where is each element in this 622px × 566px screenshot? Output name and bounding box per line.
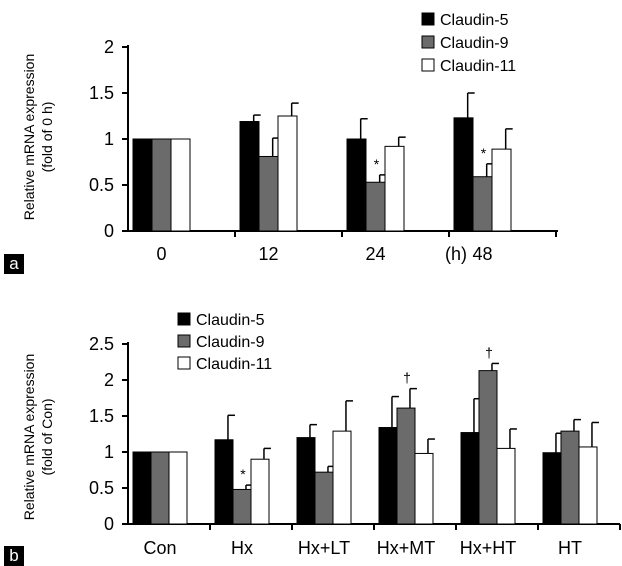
c1-legend-swatch-claudin-9 [421, 35, 435, 49]
panel-label-b: b [4, 546, 24, 566]
c2-bar-claudin-11 [578, 446, 598, 525]
c2-bar-claudin-11 [332, 430, 352, 525]
c1-x-tick-label: 12 [258, 244, 278, 264]
c2-bar-claudin-11 [496, 447, 516, 525]
c2-x-tick-label: Hx+LT [298, 538, 350, 558]
c1-legend-label-claudin-9: Claudin-9 [440, 35, 509, 52]
c2-x-tick-label: Hx+HT [460, 538, 517, 558]
c2-legend-label-claudin-9: Claudin-9 [196, 334, 265, 351]
c1-significance-mark: * [481, 145, 487, 161]
c1-y-tick-label: 1 [104, 129, 114, 149]
c2-legend-label-claudin-5: Claudin-5 [196, 312, 265, 329]
c2-bar-claudin-9 [560, 430, 580, 525]
c1-legend-label-claudin-5: Claudin-5 [440, 12, 509, 29]
c1-bar-claudin-9 [365, 181, 386, 232]
c2-x-tick-label: Con [143, 538, 176, 558]
c1-bar-claudin-11 [170, 138, 191, 232]
c2-y-tick-label: 0.5 [89, 478, 114, 498]
c1-y-tick-label: 0 [104, 221, 114, 241]
c1-bar-claudin-11 [277, 115, 298, 232]
c1-significance-mark: * [374, 156, 380, 172]
c2-x-tick-label: Hx+MT [377, 538, 436, 558]
c2-y-tick-label: 1.5 [89, 406, 114, 426]
c1-bar-claudin-5 [453, 117, 474, 232]
c1-bar-claudin-11 [491, 148, 512, 232]
c2-significance-mark: † [403, 370, 411, 386]
c2-bar-claudin-9 [396, 407, 416, 525]
c2-y-tick-label: 0 [104, 514, 114, 534]
c2-y-axis-label-2: (fold of Con) [39, 398, 55, 475]
c2-y-tick-label: 2 [104, 370, 114, 390]
c2-bar-claudin-5 [460, 432, 480, 525]
c2-bar-claudin-9 [150, 451, 170, 525]
c1-y-tick-label: 1.5 [89, 83, 114, 103]
c2-bar-claudin-5 [296, 437, 316, 525]
c2-y-axis-label: Relative mRNA expression [21, 354, 37, 521]
c1-y-tick-label: 2 [104, 37, 114, 57]
c2-bar-claudin-11 [168, 451, 188, 525]
c2-bar-claudin-11 [414, 452, 434, 525]
c2-bar-claudin-9 [314, 471, 334, 525]
c2-significance-mark: * [240, 466, 246, 482]
c1-y-axis-label: Relative mRNA expression [21, 54, 37, 221]
c1-legend-swatch-claudin-5 [421, 12, 435, 26]
c1-x-tick-label: 0 [156, 244, 166, 264]
c2-y-tick-label: 2.5 [89, 334, 114, 354]
c2-bar-claudin-9 [232, 488, 252, 525]
c1-legend-swatch-claudin-11 [421, 58, 435, 72]
c1-bar-claudin-5 [132, 138, 153, 232]
c2-bar-claudin-5 [378, 427, 398, 525]
c1-x-tick-label: 24 [365, 244, 385, 264]
c2-y-tick-label: 1 [104, 442, 114, 462]
c1-x-unit-label: (h) [445, 244, 467, 264]
c1-bar-claudin-11 [384, 145, 405, 232]
c1-y-axis-label-2: (fold of 0 h) [39, 102, 55, 173]
c2-legend-swatch-claudin-11 [177, 356, 191, 370]
panel-label-a: a [4, 254, 24, 274]
c1-y-tick-label: 0.5 [89, 175, 114, 195]
c2-x-tick-label: HT [558, 538, 582, 558]
c2-legend-swatch-claudin-9 [177, 334, 191, 348]
c2-legend-label-claudin-11: Claudin-11 [196, 356, 272, 373]
c2-bar-claudin-9 [478, 370, 498, 525]
c1-bar-claudin-9 [151, 138, 172, 232]
c2-bar-claudin-11 [250, 458, 270, 525]
c2-bar-claudin-5 [214, 439, 234, 525]
c1-legend-label-claudin-11: Claudin-11 [440, 58, 516, 75]
c1-bar-claudin-9 [472, 176, 493, 232]
c2-bar-claudin-5 [132, 451, 152, 525]
c2-x-tick-label: Hx [231, 538, 253, 558]
c1-bar-claudin-9 [258, 155, 279, 232]
c1-bar-claudin-5 [346, 138, 367, 232]
c2-significance-mark: † [485, 344, 493, 360]
c2-bar-claudin-5 [542, 452, 562, 525]
c2-legend-swatch-claudin-5 [177, 312, 191, 326]
c1-bar-claudin-5 [239, 121, 260, 232]
c1-x-tick-label: 48 [472, 244, 492, 264]
